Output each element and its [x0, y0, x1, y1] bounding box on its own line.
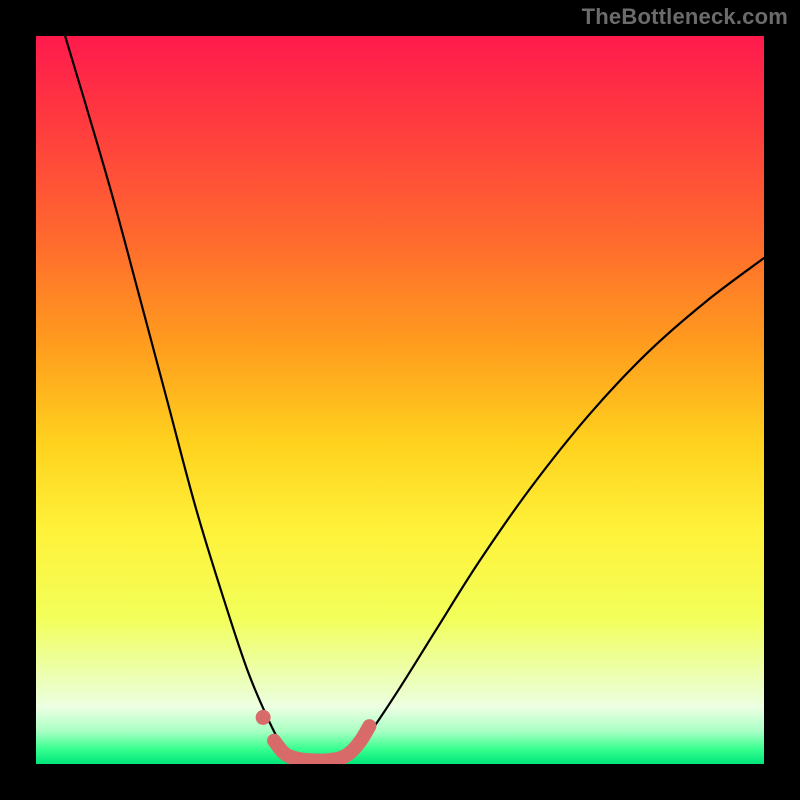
curve-layer	[36, 36, 764, 764]
plot-area	[36, 36, 764, 764]
watermark-text: TheBottleneck.com	[582, 4, 788, 30]
trough-dot	[256, 710, 271, 725]
trough-highlight	[274, 726, 369, 760]
chart-frame: TheBottleneck.com	[0, 0, 800, 800]
bottleneck-curve	[65, 36, 764, 761]
